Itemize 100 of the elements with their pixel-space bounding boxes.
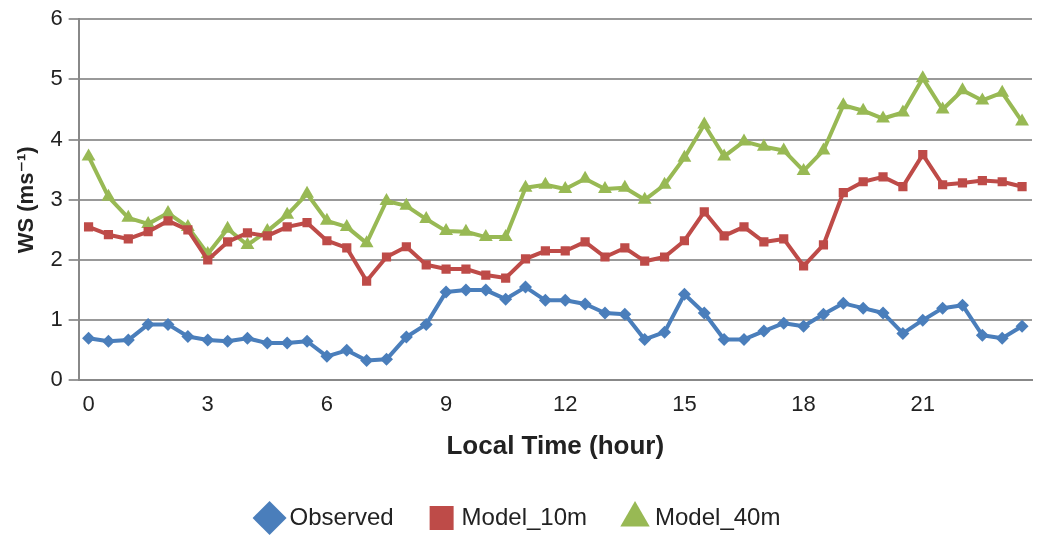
point [399,330,413,344]
point [1015,113,1029,126]
point [798,261,809,271]
point [640,256,650,266]
point [600,252,610,262]
point [578,170,593,183]
x-tick-label: 6 [320,390,334,416]
y-tick-label: 6 [50,5,63,31]
point [1017,181,1027,192]
point [439,285,453,299]
point [280,206,295,219]
point [439,223,454,236]
point [836,296,850,310]
x-tick-label: 3 [201,390,214,416]
point [898,181,908,192]
point [776,142,791,155]
point [995,84,1010,97]
point [560,246,570,256]
point [699,207,709,217]
legend-label: Model_10m [461,502,588,530]
point [719,231,729,241]
y-tick-label: 2 [50,246,63,272]
point [401,242,411,252]
point [856,102,871,115]
y-axis-title: WS (ms⁻¹) [13,146,39,254]
point [858,177,868,187]
point [459,283,473,297]
x-tick-label: 12 [553,390,578,416]
point [181,329,195,343]
point [975,328,989,342]
point [580,237,590,247]
point [141,317,155,331]
legend-label: Observed [289,502,394,530]
point [756,138,771,151]
point [677,287,691,301]
point [697,306,711,320]
point [936,301,950,315]
point [818,240,829,250]
point [618,307,632,321]
point [340,343,354,357]
point [915,70,930,83]
point [300,334,314,348]
point [101,334,115,348]
point [697,116,712,129]
point [1015,319,1029,333]
point [916,313,930,327]
point [717,332,731,346]
point [598,180,612,193]
point [300,185,314,198]
x-tick-label: 0 [82,390,95,416]
point [220,220,235,233]
point [816,142,831,155]
point [759,237,769,247]
point [995,331,1009,345]
point [895,104,910,117]
point [638,332,652,346]
point [540,246,550,256]
point [461,264,471,274]
point [481,270,491,280]
point [737,332,751,346]
point [499,292,513,306]
point [518,179,533,192]
point [322,236,332,246]
point [816,307,830,321]
point [598,306,612,320]
point [83,222,94,232]
point [161,317,175,331]
point [659,252,670,262]
point [121,333,135,347]
point [658,325,672,339]
point [478,229,493,242]
point [975,92,990,105]
point [955,82,970,95]
point [896,326,910,340]
point [918,150,928,160]
point [362,276,372,286]
point [479,283,493,297]
point [737,133,751,146]
point [739,222,749,232]
point [519,280,533,294]
point [379,352,393,366]
point [459,223,473,236]
y-tick-label: 5 [50,65,63,91]
x-tick-label: 21 [910,390,935,416]
point [203,255,213,265]
point [876,110,890,123]
y-tick-label: 0 [50,366,63,392]
point [260,336,274,350]
point [617,179,632,192]
point [498,229,513,242]
point [838,187,848,198]
point [381,252,392,262]
point [938,180,948,190]
point [282,222,292,232]
point [876,306,890,320]
point [558,293,572,307]
point [339,218,354,231]
point [319,212,334,225]
point [957,178,968,188]
point [856,301,870,315]
